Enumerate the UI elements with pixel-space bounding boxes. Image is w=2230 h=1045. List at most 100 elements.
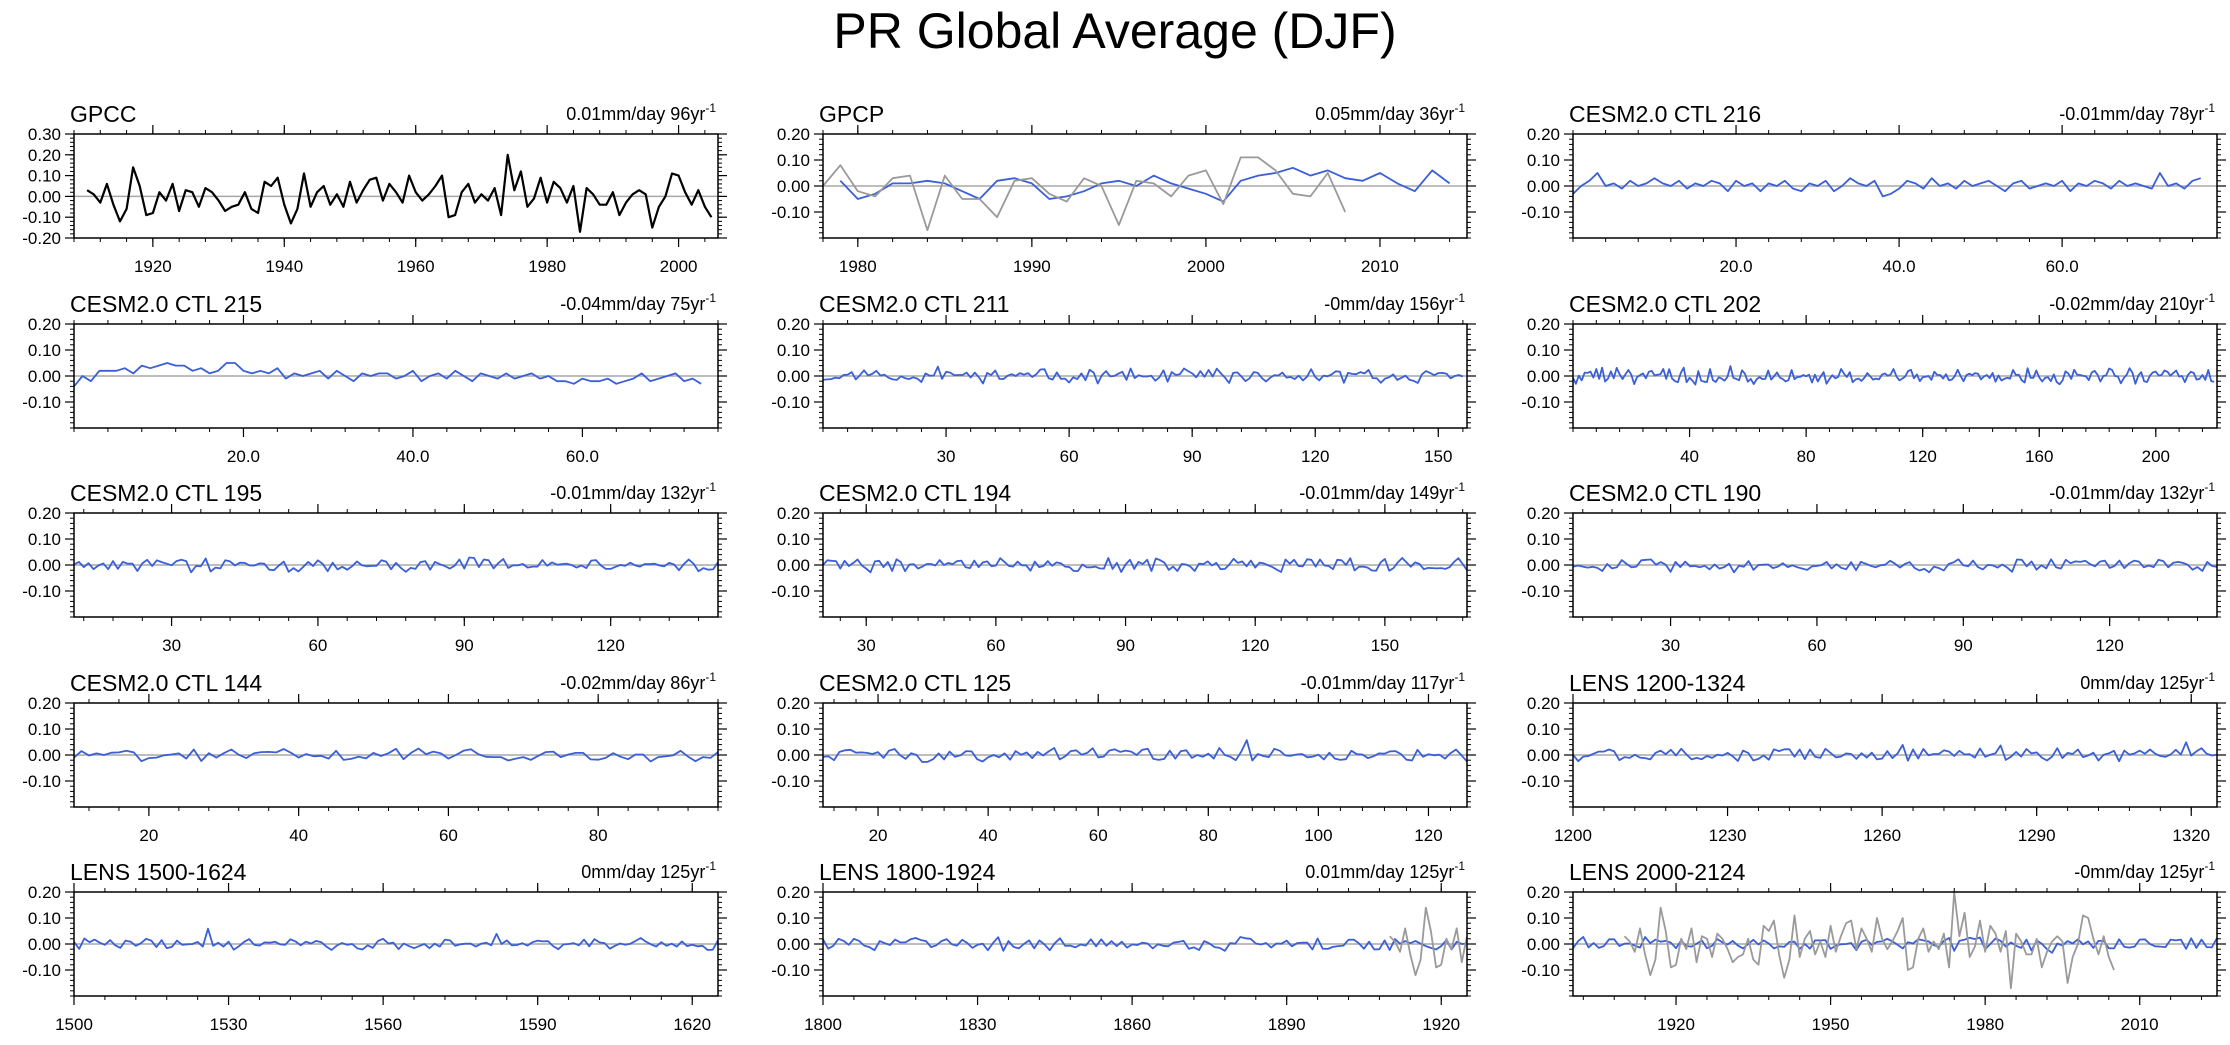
x-tick-label: 80 (589, 826, 608, 845)
x-tick-label: 1560 (364, 1015, 402, 1034)
x-tick-label: 1830 (959, 1015, 997, 1034)
x-tick-label: 100 (1304, 826, 1332, 845)
y-tick-label: 0.00 (1527, 746, 1560, 765)
panel-14: -0.10 0.00 0.10 0.20 1920 1950 1980 2010 LENS 20… (1521, 859, 2226, 1034)
y-tick-label: 0.00 (777, 367, 810, 386)
y-tick-label: 0.10 (777, 909, 810, 928)
x-tick-label: 2010 (2121, 1015, 2159, 1034)
trend-exponent: -1 (2204, 291, 2215, 305)
y-tick-label: 0.00 (777, 746, 810, 765)
x-tick-label: 1920 (134, 257, 172, 276)
y-tick-label: -0.10 (22, 582, 61, 601)
y-tick-label: -0.10 (771, 393, 810, 412)
y-tick-label: 0.00 (28, 187, 61, 206)
x-tick-label: 40 (1680, 447, 1699, 466)
panel-title: CESM2.0 CTL 125 (819, 670, 1011, 696)
trend-label: -0.01mm/day 132yr-1 (550, 480, 716, 503)
x-tick-label: 20 (139, 826, 158, 845)
series-line-0 (1572, 172, 2201, 198)
trend-label: -0mm/day 125yr-1 (2074, 859, 2215, 882)
x-tick-label: 20.0 (1719, 257, 1752, 276)
y-tick-label: 0.10 (28, 167, 61, 186)
y-tick-label: 0.30 (28, 125, 61, 144)
x-tick-label: 60 (308, 636, 327, 655)
y-tick-label: -0.10 (1521, 393, 1560, 412)
y-tick-label: 0.10 (777, 341, 810, 360)
panel-title: CESM2.0 CTL 202 (1569, 291, 1761, 317)
trend-exponent: -1 (1454, 480, 1465, 494)
y-tick-label: -0.10 (1521, 203, 1560, 222)
y-tick-label: 0.20 (1527, 694, 1560, 713)
y-tick-label: 0.10 (1527, 720, 1560, 739)
panel-11: -0.10 0.00 0.10 0.20 1200 1230 1260 1290 1320 LEN… (1521, 670, 2226, 845)
trend-label: 0.05mm/day 36yr-1 (1315, 101, 1465, 124)
x-tick-label: 40 (289, 826, 308, 845)
x-tick-label: 60.0 (566, 447, 599, 466)
y-tick-label: 0.00 (1527, 935, 1560, 954)
y-tick-label: 0.20 (1527, 883, 1560, 902)
trend-exponent: -1 (2204, 670, 2215, 684)
y-tick-label: 0.20 (777, 694, 810, 713)
panel-9: -0.10 0.00 0.10 0.20 20 40 60 80 CESM2.0 CTL 144… (22, 670, 727, 845)
panel-title: CESM2.0 CTL 190 (1569, 480, 1761, 506)
series-line-0 (73, 747, 719, 763)
x-tick-label: 2000 (660, 257, 698, 276)
panel-title: CESM2.0 CTL 216 (1569, 101, 1761, 127)
x-tick-label: 1200 (1554, 826, 1592, 845)
x-tick-label: 90 (1954, 636, 1973, 655)
y-tick-label: -0.10 (1521, 772, 1560, 791)
trend-label: -0mm/day 156yr-1 (1324, 291, 1465, 314)
x-tick-label: 150 (1371, 636, 1399, 655)
trend-exponent: -1 (705, 859, 716, 873)
panel-6: -0.10 0.00 0.10 0.20 30 60 90 120 CESM2.0 CTL 19… (22, 480, 727, 655)
x-tick-label: 120 (596, 636, 624, 655)
panel-title: GPCC (70, 101, 136, 127)
y-tick-label: 0.20 (28, 315, 61, 334)
x-tick-label: 120 (1241, 636, 1269, 655)
y-tick-label: 0.10 (1527, 530, 1560, 549)
y-tick-label: 0.00 (1527, 556, 1560, 575)
panel-4: -0.10 0.00 0.10 0.20 30 60 90 120 150 CESM2.0 CTL… (771, 291, 1476, 466)
x-tick-label: 120 (2095, 636, 2123, 655)
series-line-0 (73, 362, 702, 387)
x-tick-label: 60.0 (2046, 257, 2079, 276)
x-tick-label: 90 (1116, 636, 1135, 655)
x-tick-label: 30 (857, 636, 876, 655)
y-tick-label: -0.20 (22, 229, 61, 248)
trend-label: -0.04mm/day 75yr-1 (560, 291, 716, 314)
series-line-0 (822, 739, 1468, 763)
trend-label: -0.02mm/day 210yr-1 (2049, 291, 2215, 314)
x-tick-label: 120 (1414, 826, 1442, 845)
trend-label: -0.01mm/day 78yr-1 (2059, 101, 2215, 124)
series-line-0 (73, 556, 719, 574)
y-tick-label: 0.10 (1527, 909, 1560, 928)
y-tick-label: -0.10 (1521, 582, 1560, 601)
y-tick-label: -0.10 (771, 582, 810, 601)
y-tick-label: 0.20 (777, 504, 810, 523)
x-tick-label: 1260 (1863, 826, 1901, 845)
x-tick-label: 1800 (804, 1015, 842, 1034)
x-tick-label: 1500 (55, 1015, 93, 1034)
panel-title: LENS 1500-1624 (70, 859, 247, 885)
y-tick-label: 0.00 (28, 556, 61, 575)
x-tick-label: 1980 (528, 257, 566, 276)
x-tick-label: 30 (1661, 636, 1680, 655)
series-line-0 (839, 166, 1451, 203)
series-line-0 (1572, 558, 2218, 574)
y-tick-label: 0.00 (28, 935, 61, 954)
series-line-0 (822, 936, 1468, 952)
trend-exponent: -1 (2204, 101, 2215, 115)
y-tick-label: -0.10 (22, 772, 61, 791)
series-line-1 (1389, 906, 1468, 977)
x-tick-label: 80 (1199, 826, 1218, 845)
y-tick-label: -0.10 (771, 772, 810, 791)
series-line-1 (822, 156, 1347, 232)
y-tick-label: 0.10 (777, 720, 810, 739)
y-tick-label: -0.10 (22, 961, 61, 980)
x-tick-label: 30 (162, 636, 181, 655)
x-tick-label: 60 (1089, 826, 1108, 845)
panel-12: -0.10 0.00 0.10 0.20 1500 1530 1560 1590 1620 LEN… (22, 859, 727, 1034)
trend-label: 0.01mm/day 96yr-1 (566, 101, 716, 124)
y-tick-label: 0.20 (1527, 125, 1560, 144)
series-line-0 (86, 153, 713, 233)
